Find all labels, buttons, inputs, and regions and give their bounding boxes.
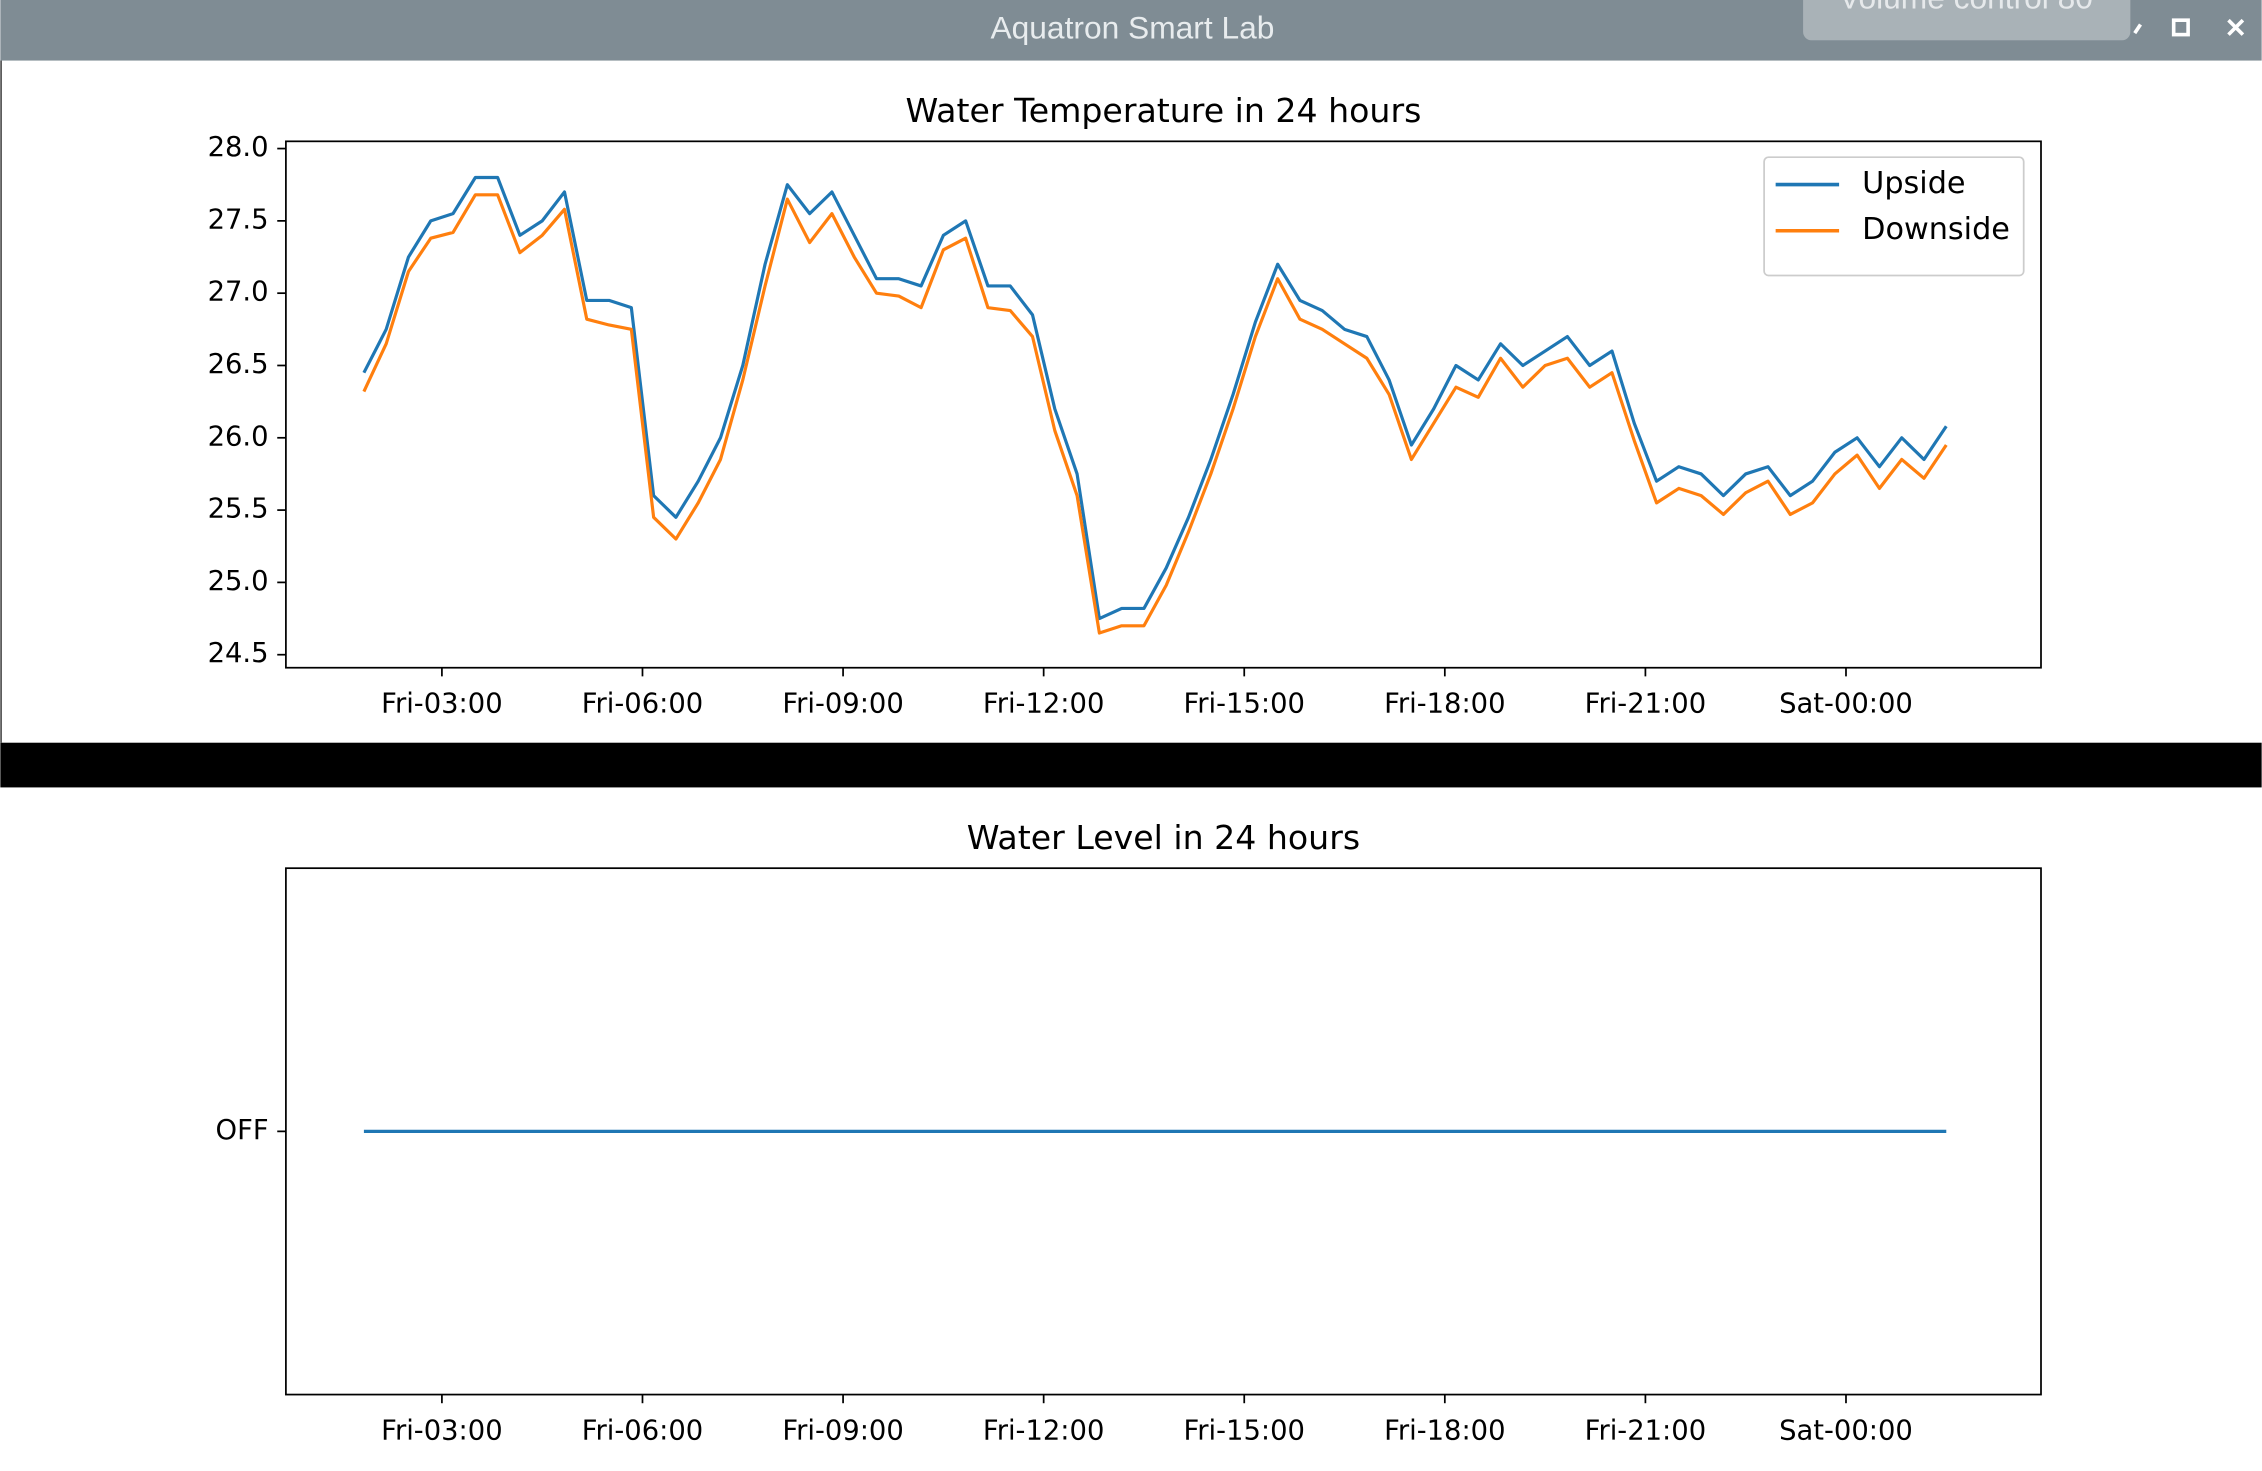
window-title: Aquatron Smart Lab (991, 10, 1275, 46)
x-tick-label: Fri-03:00 (381, 1416, 502, 1447)
y-tick-label: 26.0 (208, 421, 269, 452)
y-tick-label: 28.0 (208, 132, 269, 163)
x-tick-label: Fri-21:00 (1585, 1416, 1706, 1447)
legend-label: Upside (1862, 166, 1965, 201)
x-tick-label: Fri-09:00 (782, 689, 903, 720)
x-tick-label: Sat-00:00 (1779, 689, 1913, 720)
series-line (362, 193, 1948, 635)
legend-box (1763, 156, 2025, 277)
separator (0, 742, 2262, 788)
y-tick-label: 24.5 (208, 638, 269, 669)
window-border (0, 60, 2, 743)
x-tick-label: Fri-06:00 (582, 689, 703, 720)
x-tick-label: Fri-18:00 (1384, 1416, 1505, 1447)
y-tick-label: 26.5 (208, 349, 269, 380)
x-tick-label: Fri-09:00 (782, 1416, 903, 1447)
y-tick-label: 27.5 (208, 204, 269, 235)
series-line (362, 175, 1948, 621)
x-tick-label: Fri-12:00 (983, 1416, 1104, 1447)
x-tick-label: Fri-15:00 (1184, 689, 1305, 720)
x-tick-label: Sat-00:00 (1779, 1416, 1913, 1447)
tooltip-text: Volume control 80 (1839, 0, 2093, 15)
chart-title: Water Level in 24 hours (967, 818, 1360, 857)
x-tick-label: Fri-06:00 (582, 1416, 703, 1447)
y-tick-label: OFF (216, 1115, 269, 1146)
plot-frame (285, 140, 2042, 669)
x-tick-label: Fri-12:00 (983, 689, 1104, 720)
chart-title: Water Temperature in 24 hours (906, 91, 1422, 130)
x-tick-label: Fri-18:00 (1384, 689, 1505, 720)
x-tick-label: Fri-15:00 (1184, 1416, 1305, 1447)
close-button[interactable] (2227, 18, 2245, 36)
tooltip: Volume control 80 (1803, 0, 2131, 41)
x-tick-label: Fri-03:00 (381, 689, 502, 720)
y-tick-label: 25.5 (208, 494, 269, 525)
y-tick-label: 25.0 (208, 566, 269, 597)
x-tick-label: Fri-21:00 (1585, 689, 1706, 720)
plot-frame (285, 867, 2042, 1396)
minimize-button[interactable] (2133, 23, 2143, 35)
legend-label: Downside (1862, 212, 2010, 247)
tooltip-box (1803, 0, 2131, 41)
maximize-button[interactable] (2171, 18, 2190, 37)
y-tick-label: 27.0 (208, 277, 269, 308)
